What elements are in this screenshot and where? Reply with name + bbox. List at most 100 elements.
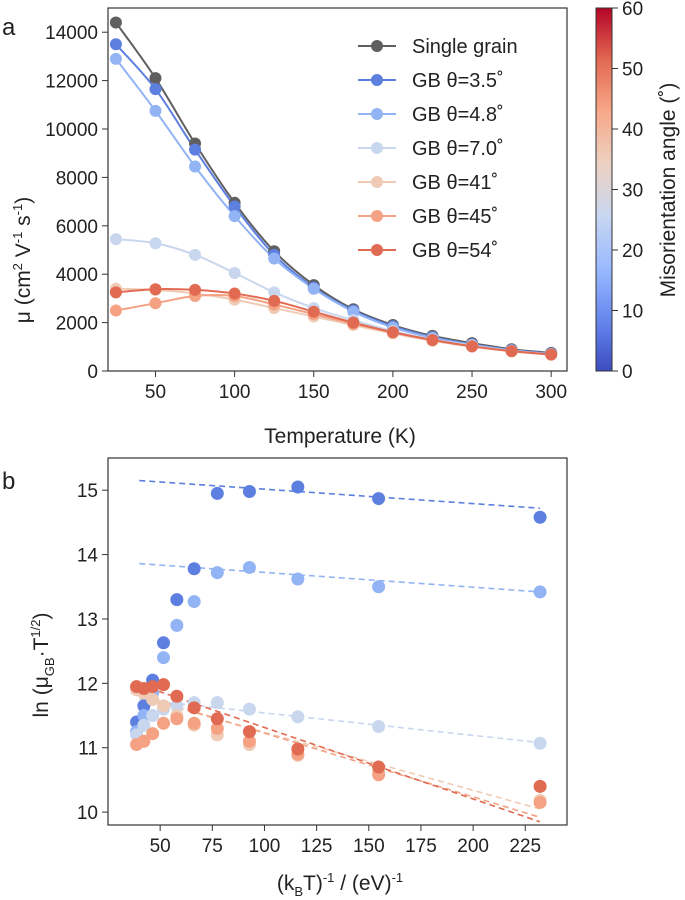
x-axis-label-a: Temperature (K) [264, 425, 416, 448]
point-gb-7-0 [228, 266, 241, 279]
y-tick-label-b: 10 [77, 803, 98, 824]
x-tick-label-a: 250 [456, 382, 488, 403]
scatter-point-gb-54 [187, 701, 201, 715]
scatter-point-gb-45 [137, 734, 151, 748]
point-gb-54 [545, 348, 558, 361]
scatter-point-gb-41 [156, 699, 170, 713]
x-tick-label-b: 75 [202, 836, 223, 857]
legend-marker-gb-4-8 [371, 108, 383, 120]
scatter-point-gb-45 [187, 716, 201, 730]
point-gb-4-8 [268, 252, 281, 265]
scatter-point-gb-7-0 [372, 719, 386, 733]
panel-label-b: b [2, 468, 15, 495]
x-tick-label-a: 150 [298, 382, 330, 403]
colorbar-tick-label: 20 [622, 241, 643, 262]
x-tick-label-b: 175 [405, 836, 437, 857]
y-tick-label-b: 12 [77, 674, 98, 695]
scatter-point-gb-54 [156, 678, 170, 692]
legend-a: Single grain GB θ=3.5˚ GB θ=4.8˚ GB θ=7.0˚ G… [358, 36, 518, 262]
scatter-point-gb-3-5 [156, 636, 170, 650]
scatter-point-gb-54 [146, 680, 160, 694]
legend-marker-gb-54 [371, 244, 383, 256]
point-gb-7-0 [189, 248, 202, 261]
y-tick-label-a: 14000 [45, 23, 98, 44]
scatter-point-gb-45 [210, 721, 224, 735]
point-gb-4-8 [347, 305, 360, 318]
x-tick-label-a: 200 [377, 382, 409, 403]
x-tick-label-b: 100 [249, 836, 281, 857]
point-gb-3-5 [228, 200, 241, 213]
fit-lines-b [139, 479, 541, 823]
panel-a: a μ (cm2 V-1 s-1) Temperature (K) 50 100 1… [2, 7, 568, 448]
plot-frame-b [107, 457, 568, 826]
legend-marker-single-grain [371, 40, 383, 52]
scatter-point-gb-3-5 [291, 480, 305, 494]
colorbar-tick-label: 30 [622, 181, 643, 202]
colorbar-ticks: 0 10 20 30 40 50 60 [612, 0, 643, 383]
scatter-point-gb-7-0 [533, 736, 547, 750]
y-tick-label-b: 11 [78, 739, 98, 760]
legend-label-gb-41: GB θ=41˚ [412, 172, 498, 194]
y-tick-label-a: 0 [87, 362, 98, 383]
x-tick-label-b: 225 [509, 836, 541, 857]
x-tick-label-b: 125 [301, 836, 333, 857]
points-b [130, 480, 547, 809]
point-gb-3-5 [109, 38, 122, 51]
y-axis-label-a: μ (cm2 V-1 s-1) [10, 197, 35, 323]
colorbar-tick-label: 0 [622, 362, 633, 383]
fit-line-gb-4-8 [139, 562, 540, 593]
point-gb-45 [149, 297, 162, 310]
scatter-point-gb-4-8 [533, 585, 547, 599]
scatter-point-gb-4-8 [210, 566, 224, 580]
point-gb-54 [307, 305, 320, 318]
scatter-point-gb-54 [242, 725, 256, 739]
point-gb-54 [505, 345, 518, 358]
colorbar-tick-label: 50 [622, 60, 643, 81]
scatter-point-gb-3-5 [533, 510, 547, 524]
colorbar-tick-label: 40 [622, 120, 643, 141]
scatter-point-gb-4-8 [242, 560, 256, 574]
legend-label-gb-7-0: GB θ=7.0˚ [412, 138, 504, 160]
scatter-point-gb-4-8 [170, 618, 184, 632]
fit-line-gb-3-5 [139, 479, 540, 510]
point-single-grain [149, 72, 162, 85]
legend-label-single-grain: Single grain [412, 36, 518, 58]
scatter-point-gb-45 [170, 712, 184, 726]
x-tick-label-b: 50 [150, 836, 171, 857]
scatter-point-gb-4-8 [291, 572, 305, 586]
colorbar: 0 10 20 30 40 50 60 Misorientation angle (˚) [595, 0, 680, 383]
legend-marker-gb-45 [371, 210, 383, 222]
legend-label-gb-4-8: GB θ=4.8˚ [412, 104, 504, 126]
fit-line-gb-45 [139, 694, 541, 819]
scatter-point-gb-3-5 [242, 484, 256, 498]
point-gb-4-8 [149, 104, 162, 117]
scatter-point-gb-54 [210, 712, 224, 726]
y-tick-label-a: 6000 [56, 217, 98, 238]
fit-line-gb-54 [139, 683, 541, 823]
point-gb-7-0 [268, 286, 281, 299]
y-tick-label-b: 13 [77, 610, 98, 631]
scatter-point-gb-45 [146, 727, 160, 741]
scatter-point-gb-45 [156, 716, 170, 730]
legend-label-gb-45: GB θ=45˚ [412, 206, 498, 228]
point-gb-4-8 [189, 160, 202, 173]
legend-label-gb-54: GB θ=54˚ [412, 240, 498, 262]
point-single-grain [109, 16, 122, 29]
scatter-point-gb-3-5 [170, 593, 184, 607]
y-tick-label-b: 14 [77, 546, 99, 567]
y-tick-label-a: 8000 [56, 168, 98, 189]
legend-marker-gb-7-0 [371, 142, 383, 154]
scatter-point-gb-7-0 [291, 710, 305, 724]
point-gb-3-5 [189, 143, 202, 156]
y-tick-label-b: 15 [77, 481, 98, 502]
y-axis-label-b: ln (μGB·T1/2) [28, 613, 57, 718]
point-gb-54 [189, 283, 202, 296]
x-tick-label-b: 200 [457, 836, 489, 857]
x-tick-label-a: 50 [145, 382, 166, 403]
point-gb-54 [386, 326, 399, 339]
scatter-point-gb-7-0 [170, 699, 184, 713]
points-a [109, 16, 558, 361]
point-gb-54 [228, 287, 241, 300]
x-tick-label-a: 300 [535, 382, 567, 403]
